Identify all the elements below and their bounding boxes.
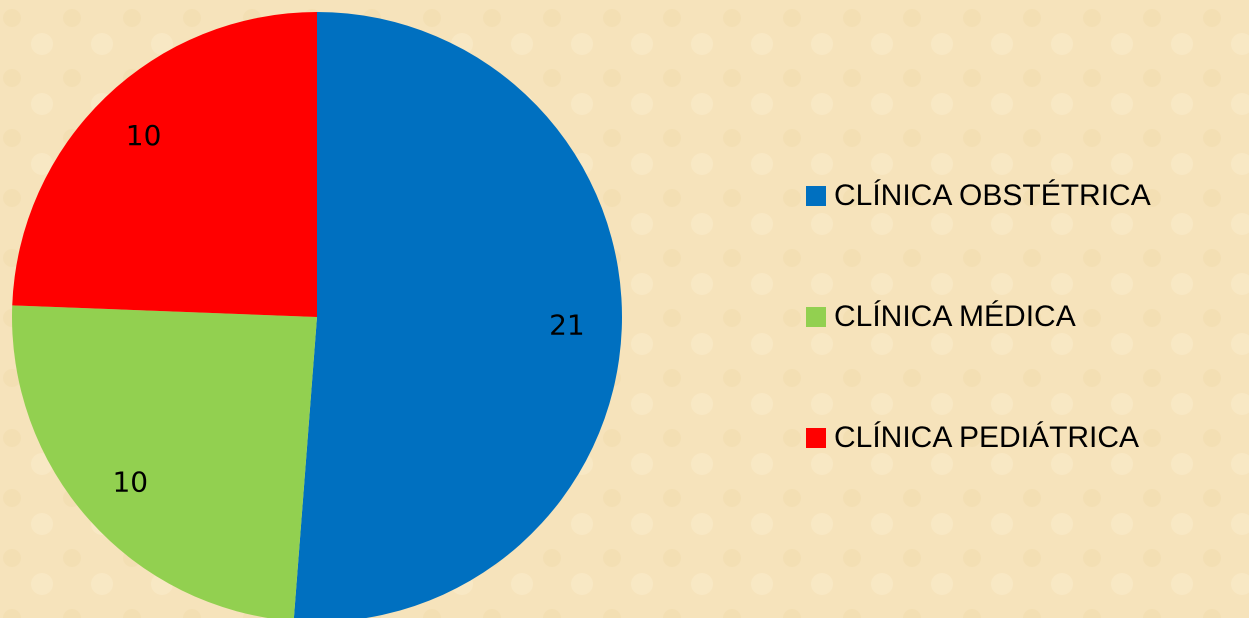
legend-label: CLÍNICA PEDIÁTRICA [834,421,1139,454]
data-label: 10 [126,119,162,152]
legend: CLÍNICA OBSTÉTRICA CLÍNICA MÉDICA CLÍNICA … [806,179,1151,454]
pie: 21 10 10 [12,12,622,618]
data-label: 10 [112,465,148,498]
legend-swatch [806,428,826,448]
legend-label: CLÍNICA MÉDICA [834,300,1076,333]
pie-slice [293,12,622,618]
pie-slice [12,12,317,317]
data-label: 21 [549,309,585,342]
legend-swatch [806,186,826,206]
legend-label: CLÍNICA OBSTÉTRICA [834,179,1151,212]
pie-slice [12,305,317,618]
legend-swatch [806,307,826,327]
